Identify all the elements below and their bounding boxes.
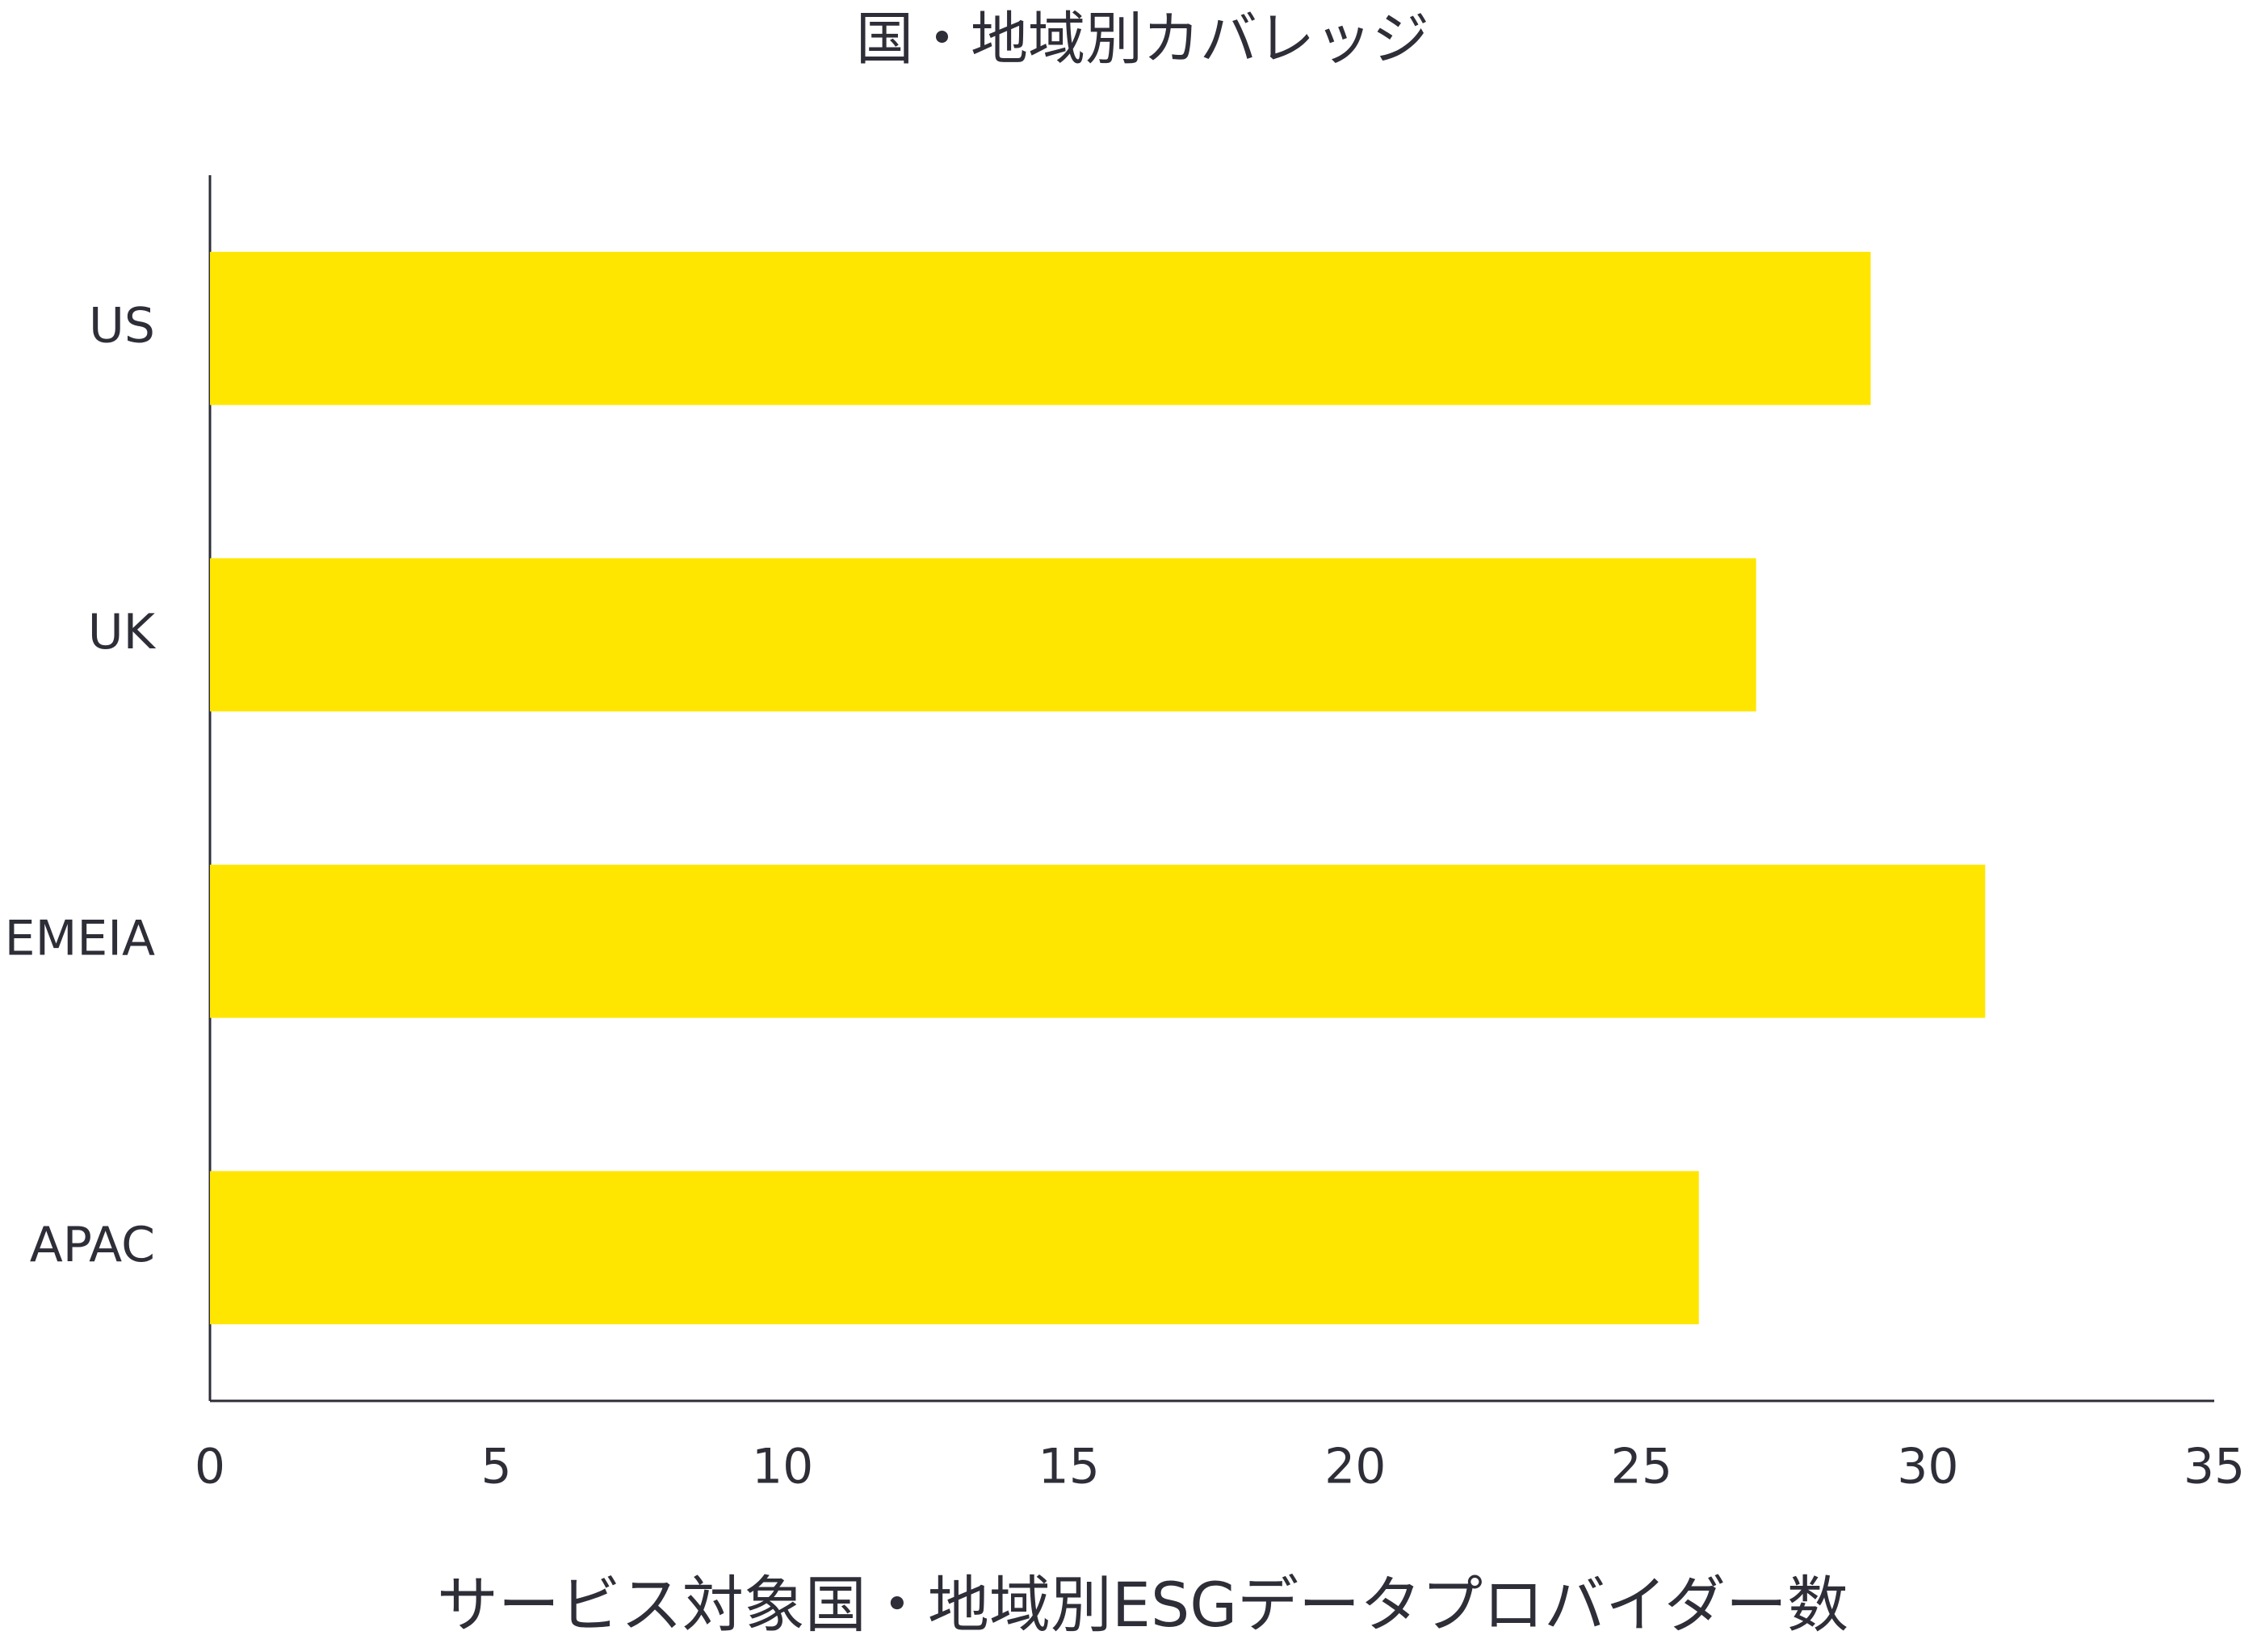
x-axis-label: サービス対象国・地域別ESGデータプロバイダー数 [437, 1569, 1848, 1641]
x-tick-label: 30 [1897, 1439, 1958, 1495]
y-tick-label: UK [88, 604, 157, 660]
bar [210, 864, 1986, 1018]
y-tick-label: APAC [30, 1217, 155, 1273]
x-tick-label: 0 [195, 1439, 225, 1495]
y-tick-label: US [89, 297, 155, 354]
x-tick-label: 10 [752, 1439, 813, 1495]
x-tick-label: 5 [480, 1439, 511, 1495]
y-tick-label: EMEIA [5, 910, 155, 966]
bar [210, 558, 1756, 712]
bar [210, 251, 1871, 405]
x-tick-label: 35 [2184, 1439, 2245, 1495]
bar [210, 1171, 1699, 1325]
x-tick-label: 20 [1324, 1439, 1386, 1495]
x-tick-label: 25 [1611, 1439, 1672, 1495]
chart-title: 国・地域別カバレッジ [856, 6, 1429, 73]
x-tick-label: 15 [1038, 1439, 1100, 1495]
